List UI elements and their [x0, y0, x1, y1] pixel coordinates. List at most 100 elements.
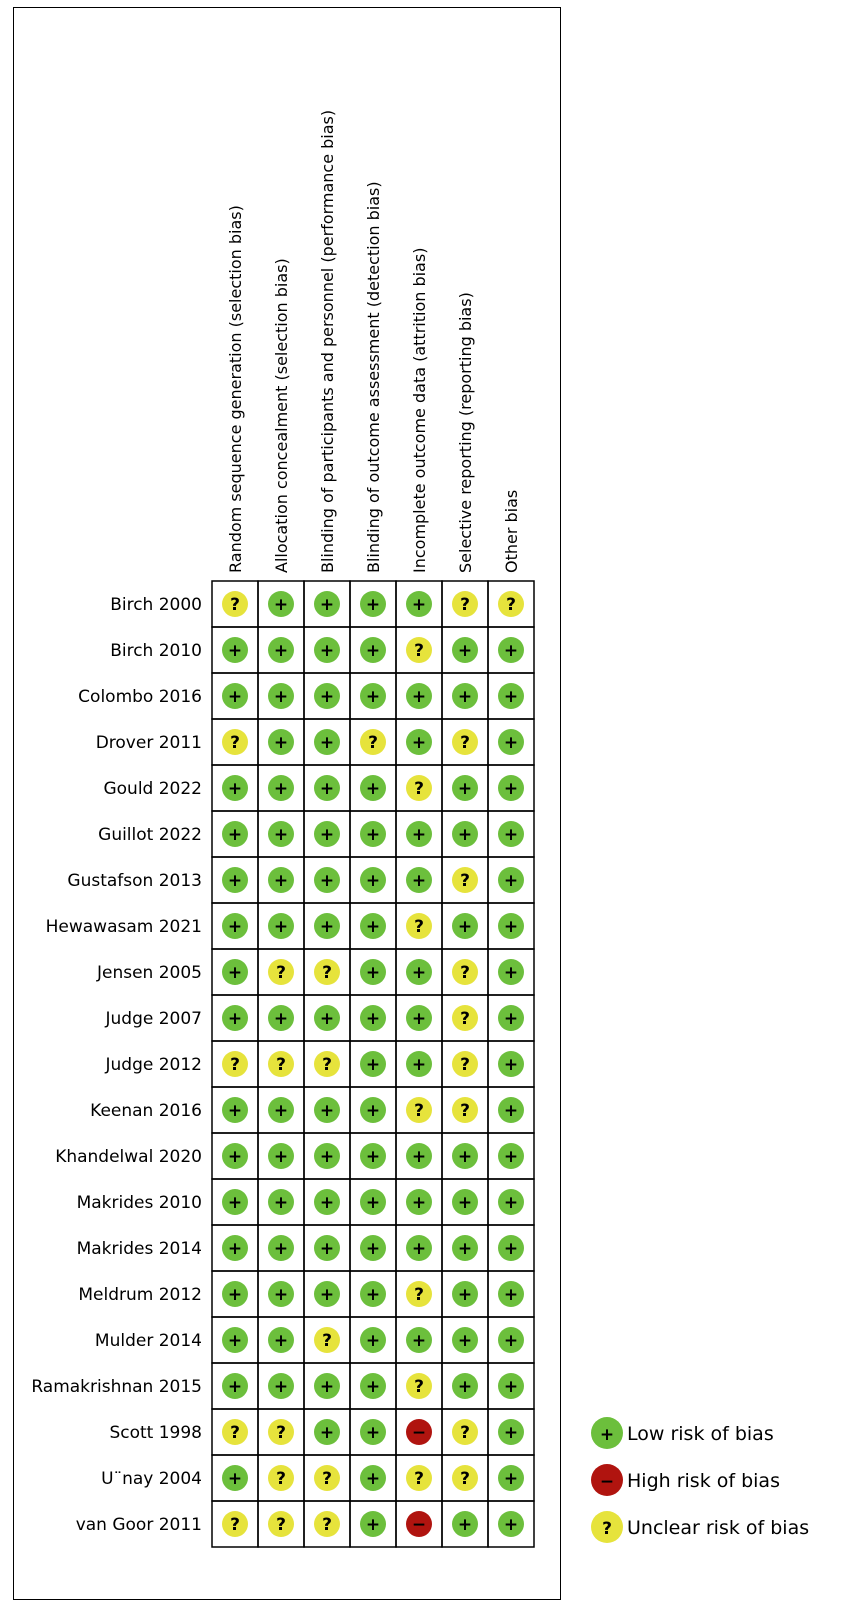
- rating-mark-low: +: [406, 1235, 432, 1261]
- rating-mark-low: +: [406, 1005, 432, 1031]
- rating-mark-low: +: [360, 821, 386, 847]
- rating-mark-unclear: ?: [222, 591, 248, 617]
- rating-symbol: +: [228, 1285, 242, 1305]
- rating-symbol: +: [458, 1377, 472, 1397]
- rating-mark-low: +: [452, 1143, 478, 1169]
- rating-dot: [222, 1051, 248, 1077]
- domain-label: Blinding of outcome assessment (detectio…: [364, 181, 383, 573]
- rating-symbol: +: [458, 825, 472, 845]
- rating-dot: [222, 867, 248, 893]
- rating-mark-low: +: [452, 1373, 478, 1399]
- rating-mark-low: +: [498, 1373, 524, 1399]
- rating-mark-low: +: [314, 1143, 340, 1169]
- rating-mark-unclear: ?: [222, 729, 248, 755]
- rating-symbol: ?: [322, 1055, 332, 1075]
- rating-mark-low: +: [314, 1097, 340, 1123]
- rating-dot: [222, 913, 248, 939]
- rating-dot: [360, 821, 386, 847]
- rating-dot: [406, 1235, 432, 1261]
- rating-dot: [314, 1189, 340, 1215]
- rating-symbol: +: [228, 641, 242, 661]
- rating-dot: [222, 959, 248, 985]
- rating-mark-low: +: [406, 729, 432, 755]
- study-label: Jensen 2005: [96, 963, 202, 983]
- rating-mark-low: +: [452, 913, 478, 939]
- legend-label: High risk of bias: [627, 1470, 780, 1492]
- rating-mark-low: +: [498, 1327, 524, 1353]
- rating-symbol: ?: [276, 1423, 286, 1443]
- rating-dot: [498, 1051, 524, 1077]
- rating-mark-unclear: ?: [406, 637, 432, 663]
- rating-mark-unclear: ?: [406, 775, 432, 801]
- rating-dot: [360, 1143, 386, 1169]
- rating-symbol: +: [412, 1239, 426, 1259]
- rating-dot: [314, 1327, 340, 1353]
- rating-mark-unclear: ?: [452, 1051, 478, 1077]
- rating-symbol: ?: [506, 595, 516, 615]
- rating-dot: [268, 1327, 294, 1353]
- rating-symbol: +: [458, 1515, 472, 1535]
- rating-mark-low: +: [498, 913, 524, 939]
- rating-symbol: +: [366, 1147, 380, 1167]
- rating-mark-low: +: [498, 1511, 524, 1537]
- rating-symbol: +: [504, 1285, 518, 1305]
- rating-symbol: +: [412, 1147, 426, 1167]
- rating-mark-low: +: [360, 1189, 386, 1215]
- rating-mark-low: +: [268, 867, 294, 893]
- rating-dot: [360, 867, 386, 893]
- rating-mark-low: +: [268, 1005, 294, 1031]
- rating-dot: [268, 821, 294, 847]
- domain-label: Allocation concealment (selection bias): [272, 258, 291, 573]
- rating-dot: [314, 591, 340, 617]
- rating-mark-low: +: [222, 1465, 248, 1491]
- rating-dot: [222, 729, 248, 755]
- rating-symbol: ?: [368, 733, 378, 753]
- rating-symbol: ?: [230, 1423, 240, 1443]
- rating-dot: [268, 1097, 294, 1123]
- rating-mark-low: +: [268, 1235, 294, 1261]
- rating-dot: [498, 1465, 524, 1491]
- rating-symbol: +: [228, 1009, 242, 1029]
- rating-symbol: +: [366, 1515, 380, 1535]
- rating-dot: [452, 1235, 478, 1261]
- rating-mark-low: +: [452, 821, 478, 847]
- rating-symbol: +: [320, 1009, 334, 1029]
- rating-mark-low: +: [222, 1281, 248, 1307]
- rating-dot: [314, 683, 340, 709]
- legend-dot: [591, 1511, 623, 1543]
- rating-symbol: ?: [414, 1101, 424, 1121]
- rating-dot: [360, 591, 386, 617]
- rating-symbol: +: [412, 1331, 426, 1351]
- rating-dot: [452, 729, 478, 755]
- rating-dot: [406, 1327, 432, 1353]
- rating-mark-high: −: [406, 1511, 432, 1537]
- rating-symbol: +: [320, 1193, 334, 1213]
- rating-symbol: +: [274, 1009, 288, 1029]
- rating-mark-unclear: ?: [452, 959, 478, 985]
- study-label: Makrides 2014: [77, 1239, 202, 1259]
- rating-dot: [452, 1189, 478, 1215]
- rating-mark-low: +: [406, 591, 432, 617]
- rating-dot: [406, 729, 432, 755]
- rating-mark-low: +: [314, 1235, 340, 1261]
- rating-symbol: +: [274, 733, 288, 753]
- study-label: Meldrum 2012: [78, 1285, 202, 1305]
- rating-mark-low: +: [406, 867, 432, 893]
- rating-symbol: +: [274, 1193, 288, 1213]
- rating-dot: [498, 1235, 524, 1261]
- rating-symbol: +: [504, 1377, 518, 1397]
- rating-dot: [406, 1143, 432, 1169]
- rating-mark-low: +: [498, 1419, 524, 1445]
- rating-mark-unclear: ?: [314, 959, 340, 985]
- rating-symbol: +: [228, 871, 242, 891]
- rating-dot: [222, 1327, 248, 1353]
- rating-symbol: +: [412, 595, 426, 615]
- rating-symbol: +: [458, 1331, 472, 1351]
- rating-dot: [498, 1373, 524, 1399]
- rating-dot: [498, 1281, 524, 1307]
- rating-dot: [314, 1373, 340, 1399]
- rating-dot: [268, 959, 294, 985]
- rating-dot: [452, 821, 478, 847]
- rating-mark-unclear: ?: [452, 729, 478, 755]
- rating-symbol: +: [458, 641, 472, 661]
